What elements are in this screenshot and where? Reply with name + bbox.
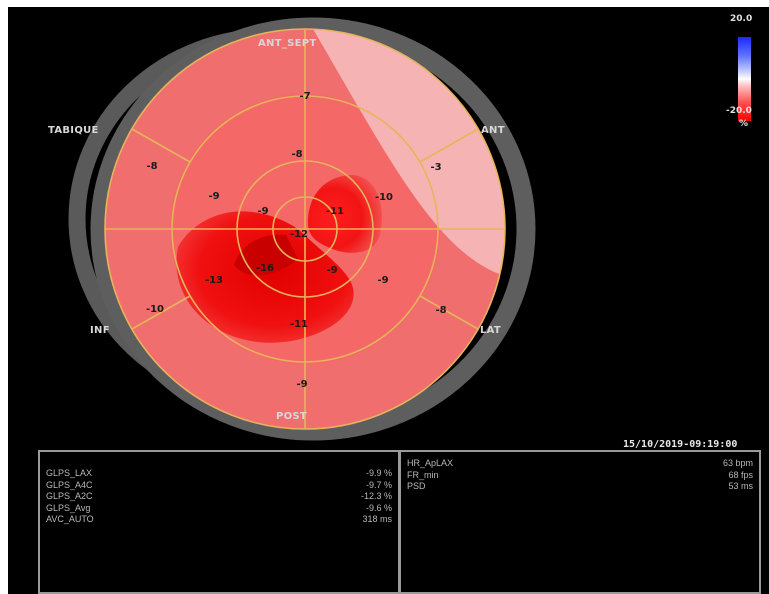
segment-value-mid-inferior: -13 (205, 275, 223, 286)
segment-value-apical-lateral: -9 (326, 265, 337, 276)
measurement-label: GLPS_A2C (46, 491, 93, 501)
timestamp: 15/10/2019-09:19:00 (623, 439, 738, 450)
colorbar-min-label: -20.0 (726, 106, 752, 116)
measurement-value: -9.9 % (365, 468, 392, 478)
segment-value-mid-posterior: -11 (290, 319, 308, 330)
segment-value-basal-anterior-septal: -7 (299, 91, 310, 102)
segment-value-basal-posterior: -9 (296, 379, 307, 390)
inferior-strain-patch (176, 211, 354, 343)
strain-colorbar (738, 37, 751, 121)
acquisition-info-panel: HR_ApLAX 63 bpm FR_min 68 fps PSD 53 ms (399, 450, 761, 594)
measurement-row: GLPS_LAX -9.9 % (40, 468, 398, 480)
measurement-row: FR_min 68 fps (401, 470, 759, 482)
bullseye-plot: -7 -3 -8 -9 -10 -8 -8 -10 -9 -11 -13 -9 … (68, 17, 536, 441)
wall-label-lateral: LAT (480, 325, 502, 336)
measurement-value: 63 bpm (722, 458, 753, 468)
segment-grid (104, 28, 506, 430)
measurement-label: PSD (407, 481, 426, 491)
segment-value-apex: -12 (290, 229, 308, 240)
segment-value-basal-anterior: -3 (430, 162, 441, 173)
wall-label-anterior: ANT (481, 125, 505, 136)
measurement-row: GLPS_A4C -9.7 % (40, 480, 398, 492)
measurement-value: 53 ms (728, 481, 753, 491)
wall-label-posterior: POST (276, 411, 308, 422)
measurement-label: HR_ApLAX (407, 458, 454, 468)
measurement-value: -9.7 % (365, 479, 392, 490)
measurement-row: HR_ApLAX 63 bpm (401, 458, 759, 470)
segment-value-basal-inferior: -10 (146, 304, 164, 315)
colorbar-max-label: 20.0 (730, 14, 753, 24)
wall-label-anterior-septal: ANT_SEPT (258, 38, 317, 49)
measurement-label: GLPS_Avg (46, 502, 91, 513)
measurement-value: -9.6 % (365, 502, 392, 513)
segment-value-mid-lateral: -9 (377, 275, 388, 286)
measurement-label: FR_min (407, 469, 439, 480)
wall-label-inferior: INF (90, 325, 110, 336)
echo-strain-viewer: -7 -3 -8 -9 -10 -8 -8 -10 -9 -11 -13 -9 … (8, 7, 769, 594)
segment-value-apical-inferior: -16 (256, 263, 274, 274)
measurement-row: GLPS_Avg -9.6 % (40, 503, 398, 515)
measurement-row: PSD 53 ms (401, 481, 759, 493)
measurement-row: GLPS_A2C -12.3 % (40, 491, 398, 503)
segment-value-mid-septal: -9 (208, 191, 219, 202)
colorbar-unit: % (739, 119, 749, 129)
measurement-label: GLPS_LAX (46, 468, 93, 478)
measurement-value: 318 ms (362, 514, 392, 524)
segment-value-apical-anterior: -11 (326, 206, 344, 217)
measurement-value: 68 fps (728, 469, 753, 480)
measurement-value: -12.3 % (360, 491, 392, 501)
measurement-label: AVC_AUTO (46, 514, 94, 524)
segment-value-mid-anterior-septal: -8 (291, 149, 302, 160)
segment-value-mid-anterior: -10 (375, 192, 393, 203)
measurement-row: AVC_AUTO 318 ms (40, 514, 398, 526)
wall-label-septal: TABIQUE (48, 125, 99, 136)
segment-value-apical-septal: -9 (257, 206, 268, 217)
segment-value-basal-lateral: -8 (435, 305, 446, 316)
segment-value-basal-septal: -8 (146, 161, 157, 172)
strain-measurements-panel: GLPS_LAX -9.9 % GLPS_A4C -9.7 % GLPS_A2C -12.… (38, 450, 400, 594)
measurement-label: GLPS_A4C (46, 479, 93, 490)
